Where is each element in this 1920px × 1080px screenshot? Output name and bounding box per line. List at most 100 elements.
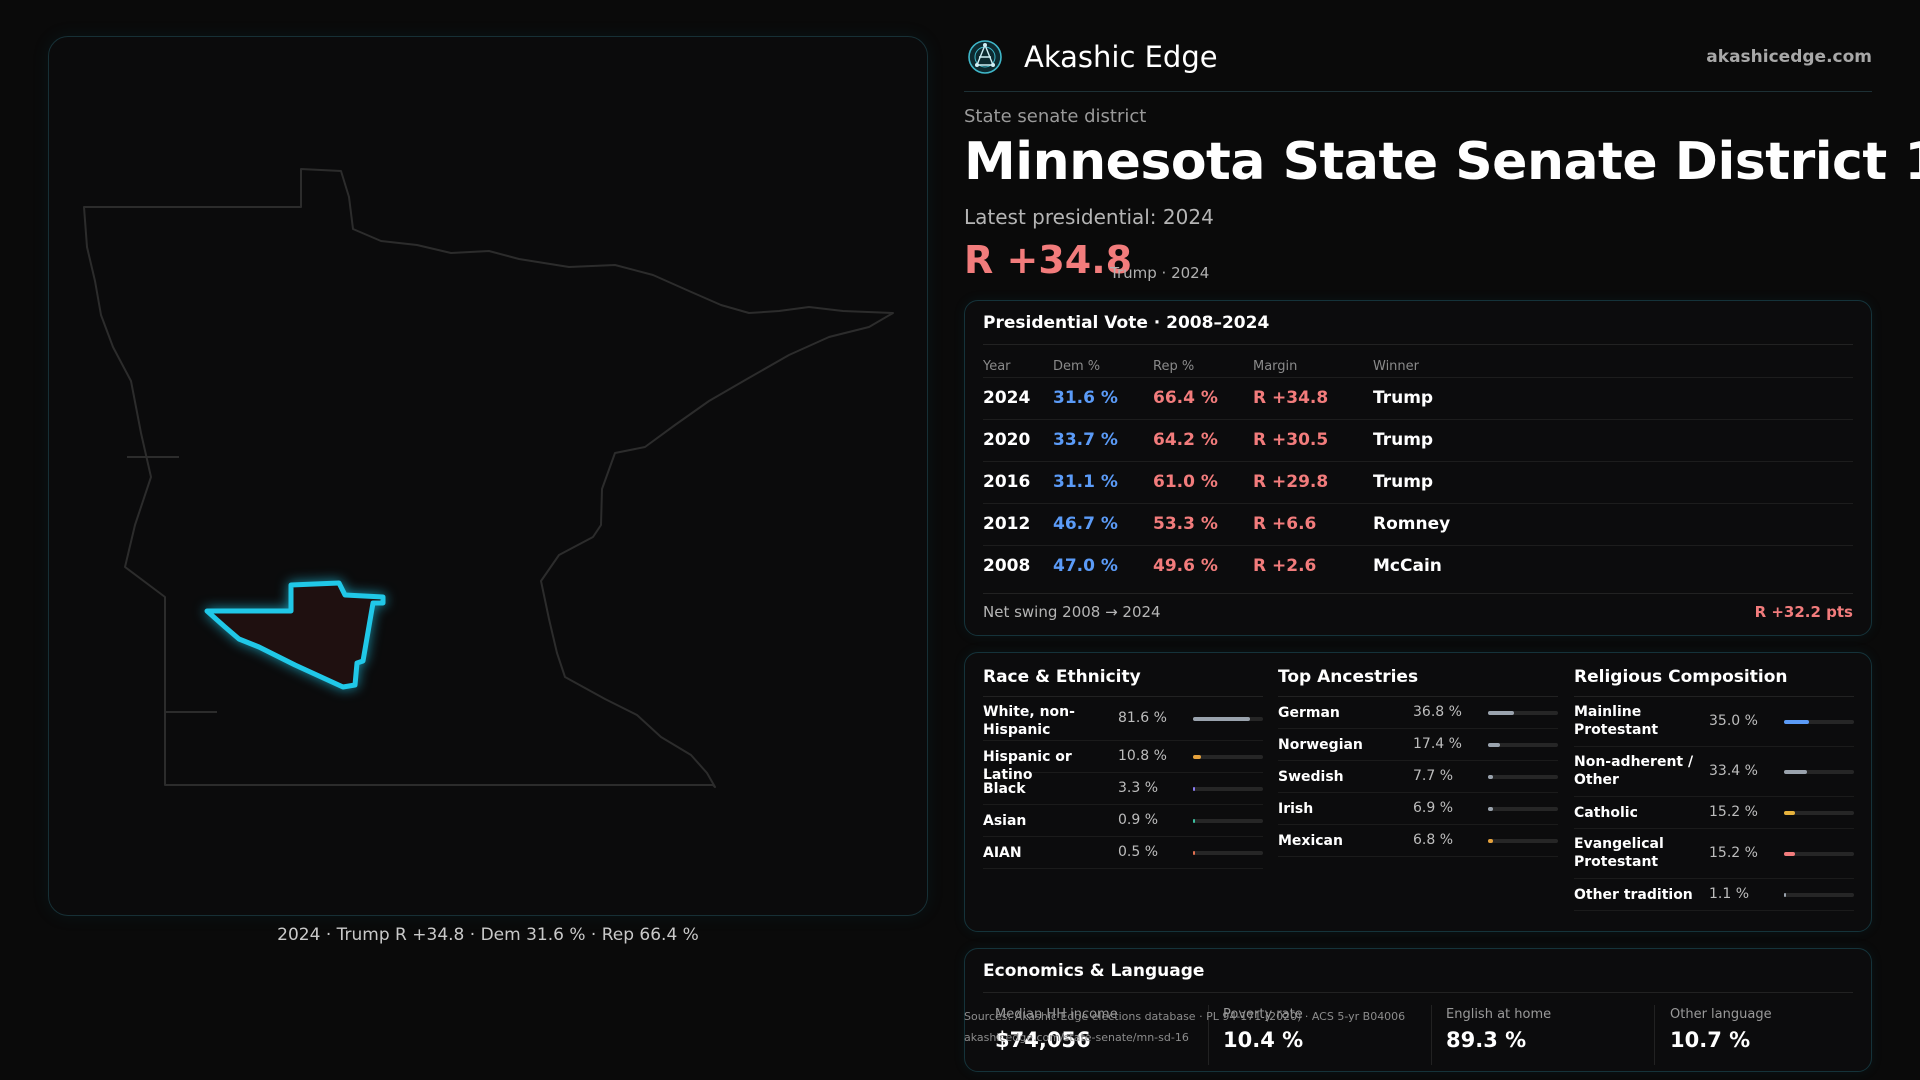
- row-year: 2012: [983, 514, 1031, 534]
- share-bar-fill: [1784, 770, 1808, 774]
- divider: [1574, 696, 1854, 697]
- share-bar-track: [1193, 717, 1263, 721]
- share-bar-fill: [1193, 819, 1195, 823]
- source-url[interactable]: akashicedge.com/state-senate/mn-sd-16: [964, 1031, 1189, 1044]
- divider: [983, 696, 1263, 697]
- list-item: White, non-Hispanic 81.6 %: [983, 697, 1263, 741]
- row-value: 33.4 %: [1709, 763, 1758, 779]
- stat-label: English at home: [1446, 1007, 1552, 1022]
- row-rep: 66.4 %: [1153, 388, 1218, 408]
- economics-title: Economics & Language: [983, 961, 1205, 981]
- share-bar-track: [1784, 770, 1854, 774]
- share-bar-fill: [1784, 852, 1795, 856]
- row-label: Evangelical Protestant: [1574, 836, 1664, 870]
- poverty-rate-stat: Poverty rate 10.4 %: [1223, 1007, 1423, 1052]
- english-at-home-stat: English at home 89.3 %: [1446, 1007, 1646, 1052]
- latest-margin: R +34.8: [964, 238, 1133, 282]
- share-bar-track: [1193, 787, 1263, 791]
- row-value: 1.1 %: [1709, 886, 1750, 902]
- row-label: Other tradition: [1574, 887, 1693, 903]
- share-bar-fill: [1784, 893, 1786, 897]
- row-value: 15.2 %: [1709, 845, 1758, 861]
- column-header-dem: Dem %: [1053, 359, 1101, 374]
- row-winner: McCain: [1373, 556, 1442, 576]
- stat-label: Median HH income: [995, 1007, 1118, 1022]
- row-value: 0.9 %: [1118, 812, 1159, 828]
- race-ethnicity-title: Race & Ethnicity: [983, 667, 1141, 687]
- district-type: State senate district: [964, 106, 1147, 127]
- row-value: 36.8 %: [1413, 704, 1462, 720]
- list-item: Irish 6.9 %: [1278, 793, 1558, 825]
- row-dem: 47.0 %: [1053, 556, 1118, 576]
- divider: [983, 344, 1853, 345]
- share-bar-track: [1784, 893, 1854, 897]
- column-header-rep: Rep %: [1153, 359, 1195, 374]
- share-bar-track: [1488, 807, 1558, 811]
- stat-value: 10.4 %: [1223, 1028, 1304, 1052]
- row-rep: 64.2 %: [1153, 430, 1218, 450]
- share-bar-fill: [1193, 755, 1201, 759]
- row-label: Mexican: [1278, 833, 1343, 849]
- share-bar-track: [1784, 852, 1854, 856]
- share-bar-fill: [1193, 787, 1196, 791]
- row-label: AIAN: [983, 845, 1022, 861]
- presidential-vote-card: Presidential Vote · 2008–2024 Year Dem %…: [964, 300, 1872, 636]
- share-bar-track: [1193, 755, 1263, 759]
- religion-title: Religious Composition: [1574, 667, 1788, 687]
- brand-bar: Akashic Edge akashicedge.com: [964, 36, 1872, 92]
- net-swing-value: R +32.2 pts: [1754, 603, 1853, 621]
- row-dem: 31.6 %: [1053, 388, 1118, 408]
- share-bar-track: [1784, 720, 1854, 724]
- row-year: 2016: [983, 472, 1031, 492]
- row-year: 2008: [983, 556, 1031, 576]
- share-bar-fill: [1193, 717, 1251, 721]
- divider: [1431, 1005, 1432, 1065]
- list-item: Catholic 15.2 %: [1574, 797, 1854, 829]
- demographics-card: Race & Ethnicity White, non-Hispanic 81.6…: [964, 652, 1872, 932]
- row-label: Mainline Protestant: [1574, 704, 1659, 738]
- share-bar-fill: [1488, 807, 1493, 811]
- share-bar-track: [1784, 811, 1854, 815]
- share-bar-track: [1488, 775, 1558, 779]
- list-item: Norwegian 17.4 %: [1278, 729, 1558, 761]
- row-value: 15.2 %: [1709, 804, 1758, 820]
- source-footnote: Sources: Akashic Edge elections database…: [964, 1006, 1405, 1048]
- stat-label: Poverty rate: [1223, 1007, 1303, 1022]
- stat-value: 89.3 %: [1446, 1028, 1527, 1052]
- table-row: 2024 31.6 % 66.4 % R +34.8 Trump: [983, 377, 1853, 419]
- share-bar-track: [1488, 711, 1558, 715]
- row-year: 2020: [983, 430, 1031, 450]
- row-margin: R +29.8: [1253, 472, 1329, 492]
- presidential-vote-title: Presidential Vote · 2008–2024: [983, 313, 1270, 333]
- share-bar-track: [1488, 743, 1558, 747]
- row-rep: 53.3 %: [1153, 514, 1218, 534]
- row-value: 6.9 %: [1413, 800, 1454, 816]
- list-item: German 36.8 %: [1278, 697, 1558, 729]
- row-dem: 33.7 %: [1053, 430, 1118, 450]
- brand-name[interactable]: Akashic Edge: [1024, 40, 1218, 74]
- district-map-panel[interactable]: [48, 36, 928, 916]
- divider: [1654, 1005, 1655, 1065]
- row-value: 17.4 %: [1413, 736, 1462, 752]
- map-caption: 2024 · Trump R +34.8 · Dem 31.6 % · Rep …: [277, 925, 699, 945]
- share-bar-fill: [1784, 720, 1809, 724]
- list-item: Swedish 7.7 %: [1278, 761, 1558, 793]
- stat-value: 10.7 %: [1670, 1028, 1751, 1052]
- globe-network-icon[interactable]: [967, 39, 1003, 75]
- stat-label: Other language: [1670, 1007, 1772, 1022]
- column-header-margin: Margin: [1253, 359, 1298, 374]
- district-16-shape[interactable]: [204, 580, 386, 690]
- share-bar-fill: [1784, 811, 1795, 815]
- row-winner: Trump: [1373, 430, 1434, 450]
- brand-url[interactable]: akashicedge.com: [1706, 47, 1872, 67]
- table-row: 2020 33.7 % 64.2 % R +30.5 Trump: [983, 419, 1853, 461]
- list-item: Mexican 6.8 %: [1278, 825, 1558, 857]
- list-item: Mainline Protestant 35.0 %: [1574, 697, 1854, 747]
- table-row: 2016 31.1 % 61.0 % R +29.8 Trump: [983, 461, 1853, 503]
- row-label: Swedish: [1278, 769, 1344, 785]
- source-text: Sources: Akashic Edge elections database…: [964, 1010, 1406, 1023]
- district-map: [83, 168, 894, 788]
- list-item: Evangelical Protestant 15.2 %: [1574, 829, 1854, 879]
- row-dem: 31.1 %: [1053, 472, 1118, 492]
- economics-card: Economics & Language Median HH income $7…: [964, 948, 1872, 1072]
